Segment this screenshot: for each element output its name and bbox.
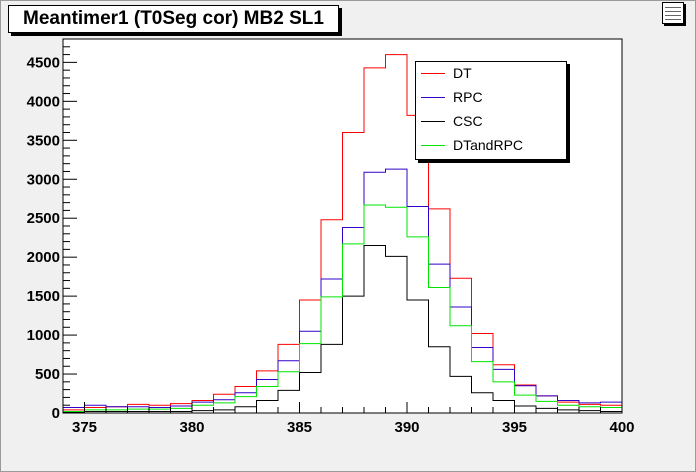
legend-swatch <box>421 73 445 74</box>
legend-item-dt: DT <box>416 62 566 86</box>
y-tick-label: 500 <box>35 366 60 383</box>
y-tick-label: 3000 <box>27 171 60 188</box>
x-tick-label: 395 <box>502 419 527 436</box>
legend-swatch <box>421 97 445 98</box>
legend-item-csc: CSC <box>416 110 566 134</box>
legend-label: CSC <box>453 113 483 129</box>
chart-title: Meantimer1 (T0Seg cor) MB2 SL1 <box>8 5 339 33</box>
y-tick-label: 3500 <box>27 132 60 149</box>
y-tick-label: 4500 <box>27 54 60 71</box>
x-tick-label: 390 <box>394 419 419 436</box>
y-tick-label: 2000 <box>27 249 60 266</box>
y-tick-label: 4000 <box>27 93 60 110</box>
stats-box[interactable] <box>662 2 684 24</box>
y-tick-label: 0 <box>52 405 60 422</box>
legend: DT RPC CSC DTandRPC <box>415 61 567 160</box>
y-tick-label: 1000 <box>27 327 60 344</box>
legend-label: RPC <box>453 89 483 105</box>
legend-label: DTandRPC <box>453 137 524 153</box>
legend-swatch <box>421 121 445 122</box>
x-tick-label: 380 <box>179 419 204 436</box>
legend-label: DT <box>453 65 472 81</box>
y-tick-label: 2500 <box>27 210 60 227</box>
legend-item-dtandrpc: DTandRPC <box>416 134 566 158</box>
x-tick-label: 385 <box>287 419 312 436</box>
legend-swatch <box>421 145 445 146</box>
x-tick-label: 375 <box>72 419 97 436</box>
y-tick-label: 1500 <box>27 288 60 305</box>
x-tick-label: 400 <box>609 419 634 436</box>
series-line-rpc <box>62 168 623 413</box>
legend-item-rpc: RPC <box>416 86 566 110</box>
axis-layer: 375 380 385 390 395 4000500100015002000250030… <box>27 38 635 436</box>
